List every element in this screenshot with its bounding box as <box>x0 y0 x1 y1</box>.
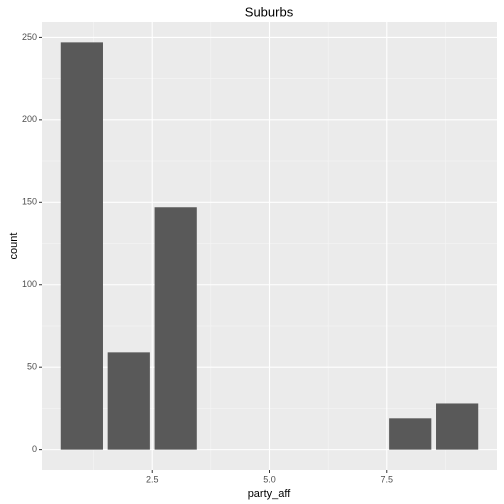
bar <box>60 42 103 450</box>
y-axis-title: count <box>8 233 20 260</box>
y-tick-label: 100 <box>22 279 37 289</box>
y-tick-label: 250 <box>22 32 37 42</box>
y-tick-label: 50 <box>27 362 37 372</box>
x-tick-label: 2.5 <box>146 474 159 484</box>
bar <box>107 352 150 450</box>
y-tick-label: 150 <box>22 197 37 207</box>
bar <box>154 207 197 450</box>
bar <box>389 418 432 450</box>
chart-title: Suburbs <box>245 4 294 19</box>
bar <box>436 403 479 450</box>
x-axis-title: party_aff <box>248 488 292 500</box>
x-tick-label: 7.5 <box>381 474 394 484</box>
y-tick-label: 200 <box>22 114 37 124</box>
x-tick-label: 5.0 <box>263 474 276 484</box>
y-tick-label: 0 <box>32 444 37 454</box>
